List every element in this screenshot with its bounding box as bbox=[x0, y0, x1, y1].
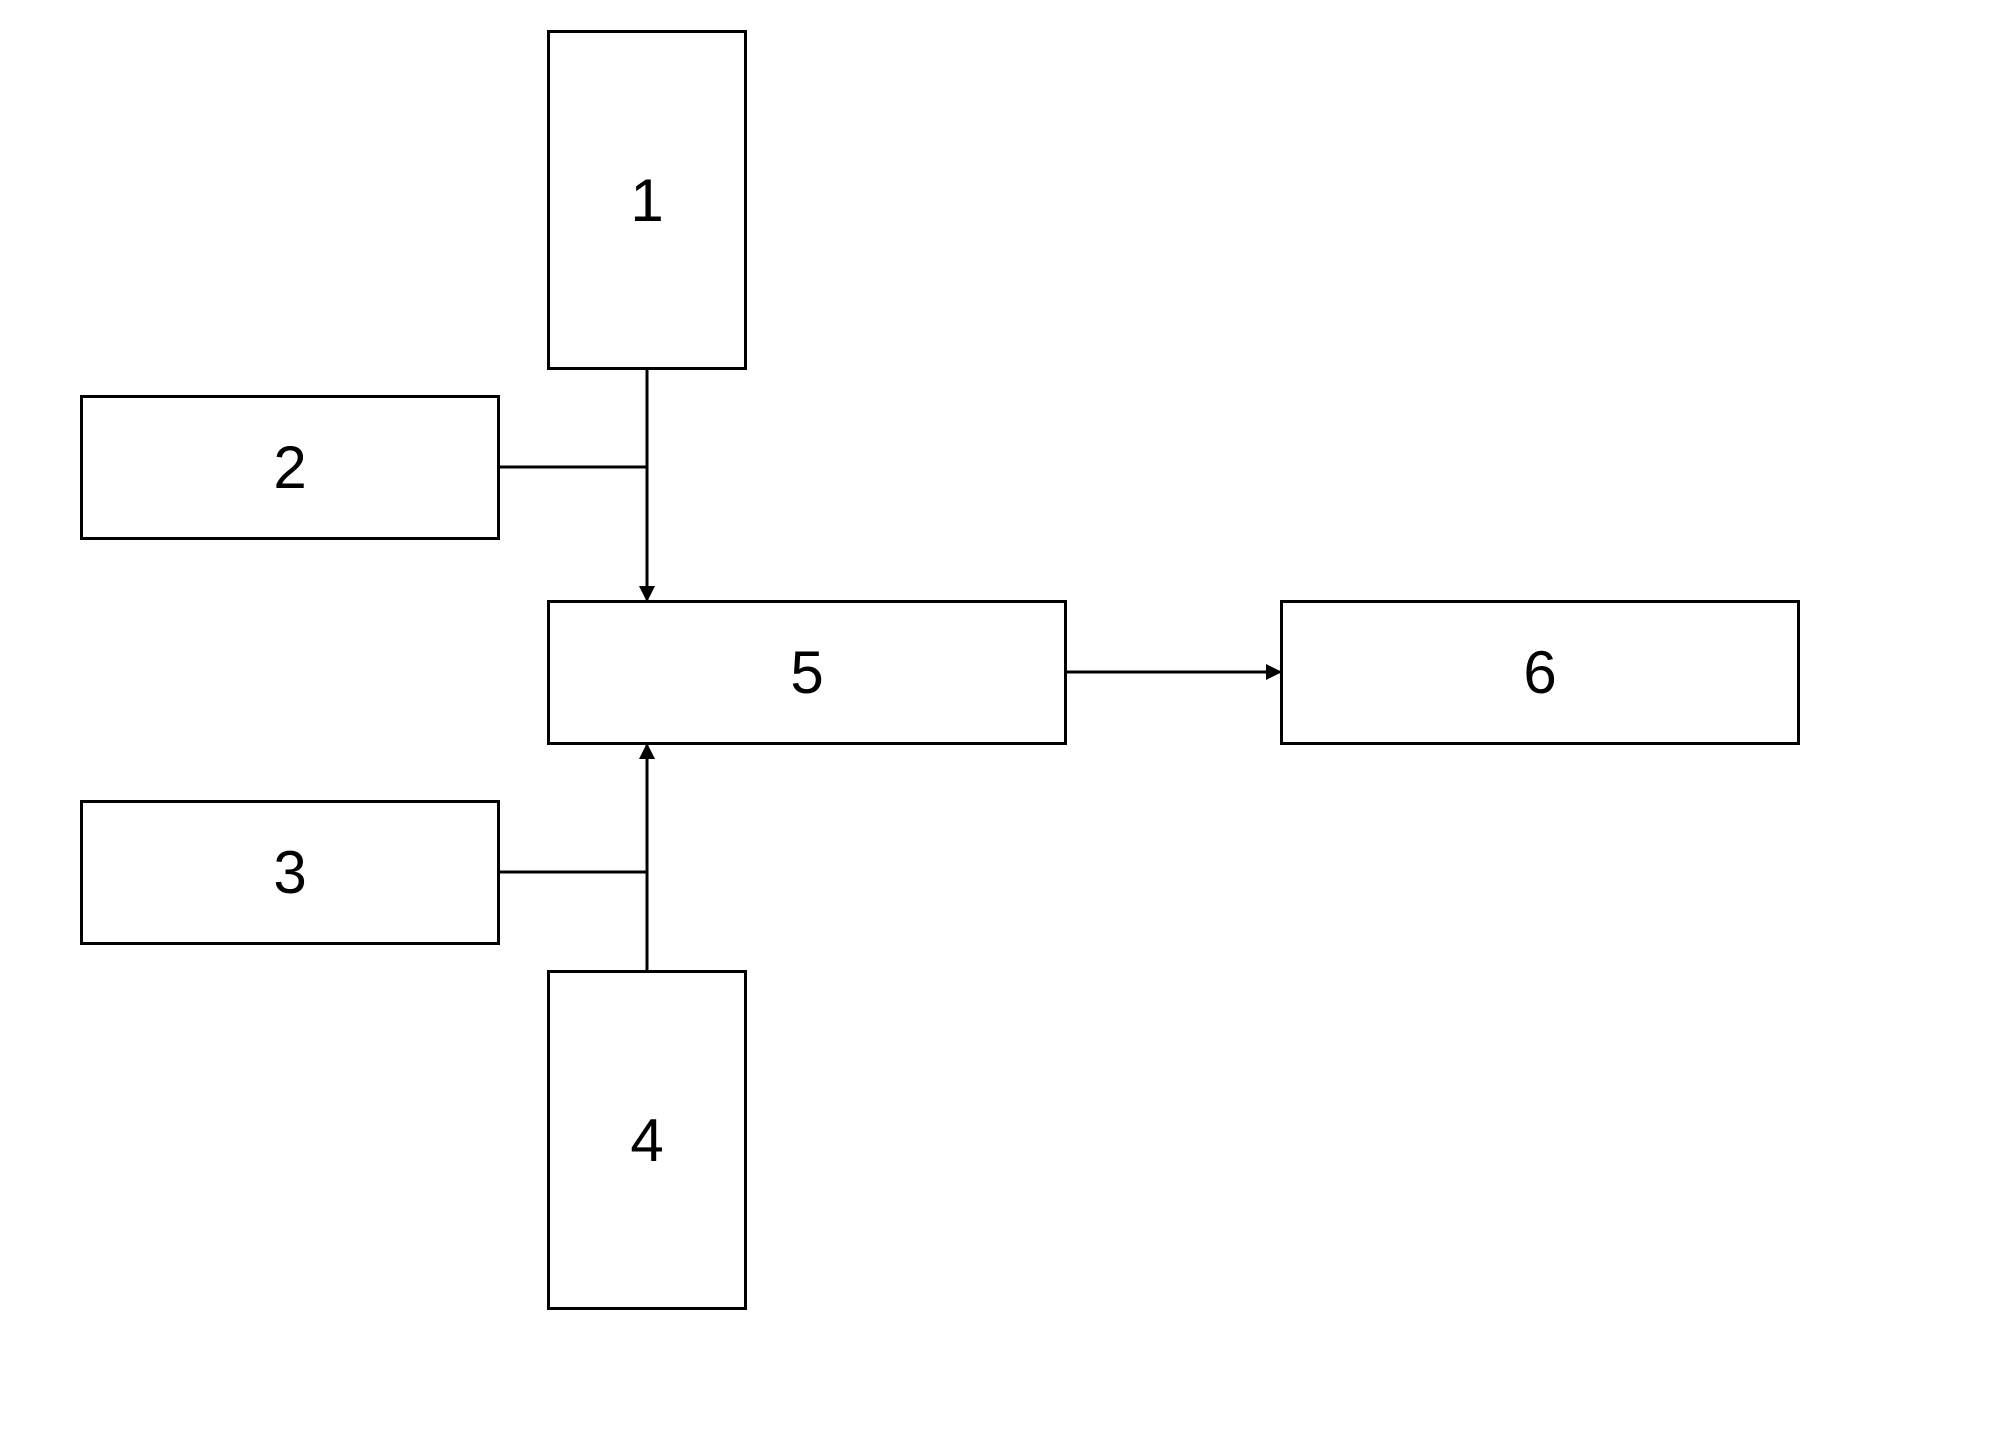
node-n5: 5 bbox=[547, 600, 1067, 745]
node-label: 3 bbox=[273, 838, 306, 907]
node-label: 6 bbox=[1523, 638, 1556, 707]
node-n6: 6 bbox=[1280, 600, 1800, 745]
node-label: 1 bbox=[630, 166, 663, 235]
diagram-canvas: 1 2 3 4 5 6 bbox=[0, 0, 1995, 1432]
node-n1: 1 bbox=[547, 30, 747, 370]
node-label: 2 bbox=[273, 433, 306, 502]
node-label: 5 bbox=[790, 638, 823, 707]
node-label: 4 bbox=[630, 1106, 663, 1175]
node-n4: 4 bbox=[547, 970, 747, 1310]
node-n3: 3 bbox=[80, 800, 500, 945]
node-n2: 2 bbox=[80, 395, 500, 540]
